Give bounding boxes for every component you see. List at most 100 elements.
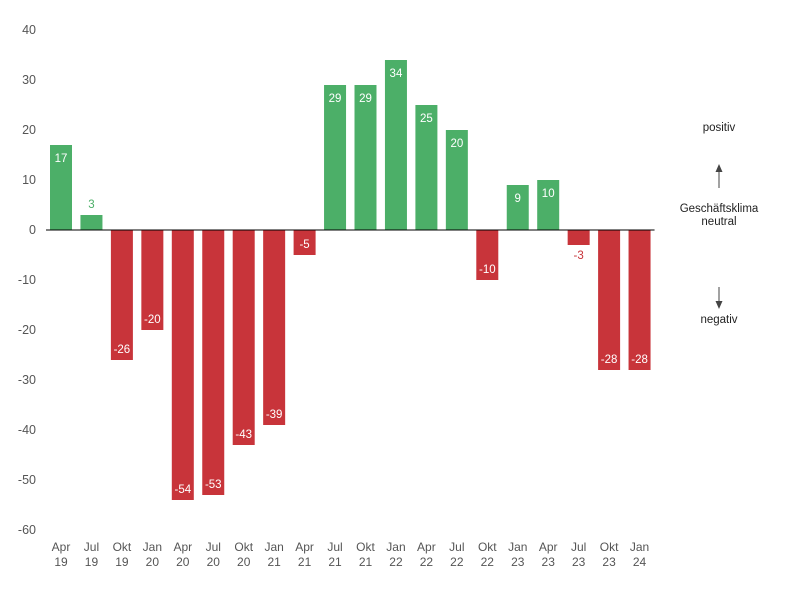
data-label: -54 [174, 484, 191, 496]
data-label: -26 [114, 344, 131, 356]
data-label: 29 [329, 93, 342, 105]
x-tick-label: Jul [327, 540, 342, 554]
x-tick-label: Jul [206, 540, 221, 554]
x-tick-label: Jan [386, 540, 405, 554]
bar [110, 230, 133, 360]
x-tick-label: Jan [508, 540, 527, 554]
y-tick-label: -30 [18, 373, 36, 387]
bar [445, 130, 468, 230]
x-tick-label: 23 [602, 555, 616, 569]
x-tick-label: 22 [450, 555, 464, 569]
data-label: 29 [359, 93, 372, 105]
legend-positive: positiv [702, 122, 736, 134]
legend-neutral-line1: Geschäftsklima [679, 203, 759, 215]
bar [384, 60, 407, 230]
data-label: -20 [144, 314, 161, 326]
x-tick-label: Okt [234, 540, 253, 554]
bar [598, 230, 621, 370]
x-tick-label: 22 [481, 555, 495, 569]
x-tick-label: Apr [295, 540, 314, 554]
data-label: 17 [55, 153, 68, 165]
data-label: -39 [266, 409, 283, 421]
y-tick-label: -50 [18, 473, 36, 487]
x-tick-label: Apr [52, 540, 71, 554]
x-tick-label: Jul [449, 540, 464, 554]
bar [354, 85, 377, 230]
legend-neutral-line2: neutral [701, 216, 737, 228]
bar [263, 230, 286, 425]
x-tick-label: Jan [264, 540, 283, 554]
x-tick-label: 24 [633, 555, 647, 569]
x-tick-label: 21 [328, 555, 342, 569]
data-label: 25 [420, 113, 433, 125]
y-tick-label: 40 [22, 23, 36, 37]
x-tick-label: Jul [571, 540, 586, 554]
x-tick-label: Jan [630, 540, 649, 554]
bar [141, 230, 164, 330]
arrow-down-icon [715, 287, 723, 309]
data-label: 20 [450, 138, 463, 150]
bar [50, 145, 72, 230]
bar [324, 85, 347, 230]
bar [476, 230, 499, 280]
bar [80, 215, 103, 230]
x-tick-label: Okt [356, 540, 375, 554]
x-tick-label: Jul [84, 540, 99, 554]
bar [293, 230, 316, 255]
x-tick-label: Apr [539, 540, 558, 554]
x-tick-label: 21 [298, 555, 312, 569]
bar [567, 230, 590, 245]
x-tick-label: 23 [542, 555, 556, 569]
data-label: -28 [601, 354, 618, 366]
x-tick-label: Okt [600, 540, 619, 554]
x-tick-label: Apr [173, 540, 192, 554]
data-label: -28 [631, 354, 648, 366]
bar [415, 105, 438, 230]
data-label: 3 [88, 199, 94, 211]
x-tick-label: 23 [572, 555, 586, 569]
bar [628, 230, 651, 370]
y-tick-label: 10 [22, 173, 36, 187]
bar [506, 185, 529, 230]
x-tick-label: 19 [115, 555, 129, 569]
x-tick-label: 22 [420, 555, 434, 569]
bar [202, 230, 225, 495]
data-label: 34 [390, 68, 403, 80]
x-tick-label: Okt [113, 540, 132, 554]
x-tick-label: 19 [54, 555, 68, 569]
x-tick-label: 20 [146, 555, 160, 569]
data-label: -5 [299, 239, 309, 251]
data-label: 9 [515, 193, 521, 205]
x-tick-label: 20 [237, 555, 251, 569]
data-label: -43 [235, 429, 252, 441]
bar [171, 230, 194, 500]
y-tick-label: 30 [22, 73, 36, 87]
x-tick-label: Apr [417, 540, 436, 554]
x-tick-label: 20 [176, 555, 190, 569]
x-tick-label: Okt [478, 540, 497, 554]
y-tick-label: 20 [22, 123, 36, 137]
y-axis-ticks: 40 30 20 10 0 -10 -20 -30 -40 -50 -60 [18, 23, 36, 537]
x-tick-label: 21 [359, 555, 373, 569]
legend-negative: negativ [700, 314, 738, 326]
y-tick-label: -20 [18, 323, 36, 337]
data-label: -3 [574, 250, 584, 262]
arrow-up-icon [715, 164, 723, 188]
x-tick-label: 21 [267, 555, 281, 569]
bar [232, 230, 255, 445]
x-axis-ticks: Apr19Jul19Okt19Jan20Apr20Jul20Okt20Jan21… [52, 540, 650, 569]
y-tick-label: -40 [18, 423, 36, 437]
bars [50, 60, 651, 500]
data-label: -10 [479, 264, 496, 276]
x-tick-label: Jan [143, 540, 162, 554]
data-label: -53 [205, 479, 222, 491]
x-tick-label: 20 [207, 555, 221, 569]
y-tick-label: 0 [29, 223, 36, 237]
x-tick-label: 19 [85, 555, 99, 569]
bar [537, 180, 560, 230]
legend-neutral: Geschäftsklima neutral [668, 203, 770, 229]
y-tick-label: -10 [18, 273, 36, 287]
x-tick-label: 23 [511, 555, 525, 569]
y-tick-label: -60 [18, 523, 36, 537]
